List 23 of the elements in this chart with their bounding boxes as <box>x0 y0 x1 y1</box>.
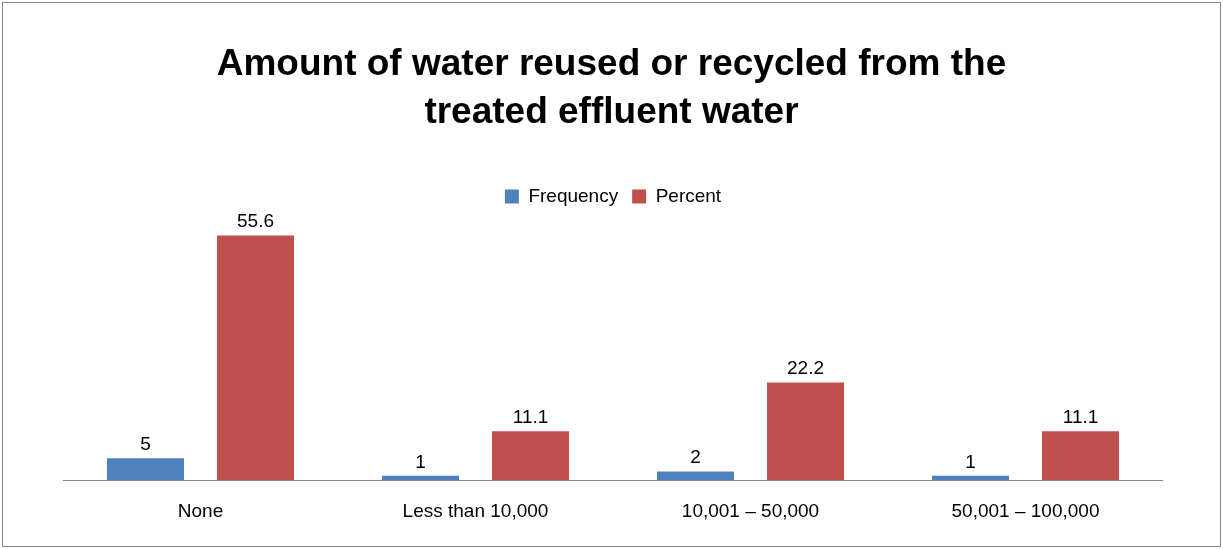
bar <box>657 471 734 481</box>
bar <box>217 235 294 481</box>
data-label: 11.1 <box>512 406 549 428</box>
bar <box>492 431 569 481</box>
x-tick-label: 10,001 – 50,000 <box>681 499 820 521</box>
data-label: 5 <box>140 432 151 454</box>
x-tick-label: None <box>177 499 224 521</box>
legend-label: Frequency <box>528 184 619 206</box>
bar <box>1042 431 1119 481</box>
data-label: 11.1 <box>1062 406 1099 428</box>
bar <box>767 382 844 481</box>
bar <box>932 475 1009 481</box>
data-label: 2 <box>690 446 701 468</box>
data-label: 22.2 <box>787 357 824 379</box>
x-tick-label: 50,001 – 100,000 <box>951 499 1100 521</box>
bar <box>107 458 184 481</box>
data-label: 1 <box>415 450 426 472</box>
chart-title: Amount of water reused or recycled from the treated effluent water <box>215 41 1008 133</box>
data-label: 1 <box>965 450 976 472</box>
legend-label: Percent <box>655 184 722 206</box>
x-tick-label: Less than 10,000 <box>402 499 549 521</box>
bar <box>382 475 459 481</box>
data-label: 55.6 <box>237 210 274 232</box>
